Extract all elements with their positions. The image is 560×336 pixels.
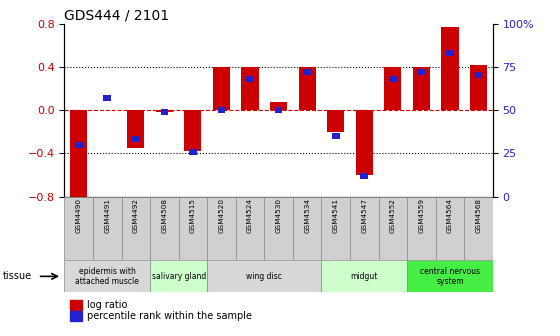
Text: GSM4530: GSM4530 — [276, 199, 282, 234]
Text: GSM4541: GSM4541 — [333, 199, 339, 234]
Bar — [293, 197, 321, 260]
Text: salivary gland: salivary gland — [152, 272, 206, 281]
Text: GSM4552: GSM4552 — [390, 199, 396, 234]
Bar — [104, 95, 111, 101]
Bar — [70, 311, 82, 321]
Bar — [361, 173, 368, 179]
Bar — [350, 197, 379, 260]
Bar — [304, 69, 311, 75]
Bar — [270, 102, 287, 110]
Bar — [218, 107, 225, 113]
Text: GSM4508: GSM4508 — [161, 199, 167, 234]
Bar — [475, 73, 482, 78]
Bar — [150, 197, 179, 260]
Bar — [332, 133, 339, 139]
Text: central nervous
system: central nervous system — [420, 267, 480, 286]
Text: GSM4568: GSM4568 — [475, 199, 482, 234]
Text: tissue: tissue — [3, 271, 32, 281]
Bar — [64, 260, 150, 292]
Bar — [275, 107, 282, 113]
Text: GSM4559: GSM4559 — [418, 199, 424, 234]
Bar — [75, 142, 82, 148]
Text: GSM4547: GSM4547 — [361, 199, 367, 234]
Text: wing disc: wing disc — [246, 272, 282, 281]
Bar — [241, 67, 259, 110]
Bar — [298, 67, 316, 110]
Bar — [379, 197, 407, 260]
Bar — [384, 67, 402, 110]
Bar — [418, 69, 425, 75]
Bar — [70, 300, 82, 310]
Text: midgut: midgut — [351, 272, 378, 281]
Bar — [132, 136, 139, 142]
Text: GSM4520: GSM4520 — [218, 199, 225, 234]
Bar — [189, 149, 197, 155]
Bar — [184, 110, 202, 151]
Text: GSM4515: GSM4515 — [190, 199, 196, 234]
Text: GSM4524: GSM4524 — [247, 199, 253, 234]
Bar — [436, 197, 464, 260]
Bar — [127, 110, 144, 148]
Bar — [122, 197, 150, 260]
Bar — [207, 197, 236, 260]
Bar — [356, 110, 373, 175]
Bar — [413, 67, 430, 110]
Bar — [246, 76, 254, 82]
Bar — [161, 109, 168, 115]
Bar — [464, 197, 493, 260]
Bar — [407, 260, 493, 292]
Text: GSM4564: GSM4564 — [447, 199, 453, 234]
Bar — [264, 197, 293, 260]
Bar — [470, 65, 487, 110]
Bar — [64, 197, 93, 260]
Bar — [156, 110, 173, 112]
Bar — [321, 260, 407, 292]
Bar — [179, 197, 207, 260]
Bar — [446, 50, 454, 56]
Text: GSM4490: GSM4490 — [76, 199, 82, 234]
Bar — [327, 110, 344, 132]
Text: GSM4534: GSM4534 — [304, 199, 310, 234]
Bar — [93, 197, 122, 260]
Bar — [207, 260, 321, 292]
Bar — [213, 67, 230, 110]
Text: GDS444 / 2101: GDS444 / 2101 — [64, 8, 170, 23]
Text: epidermis with
attached muscle: epidermis with attached muscle — [75, 267, 139, 286]
Text: GSM4492: GSM4492 — [133, 199, 139, 234]
Bar — [441, 27, 459, 110]
Bar — [70, 110, 87, 199]
Bar — [389, 76, 396, 82]
Text: log ratio: log ratio — [87, 300, 127, 310]
Bar — [321, 197, 350, 260]
Text: percentile rank within the sample: percentile rank within the sample — [87, 311, 252, 321]
Text: GSM4491: GSM4491 — [104, 199, 110, 234]
Bar — [150, 260, 207, 292]
Bar — [236, 197, 264, 260]
Bar — [407, 197, 436, 260]
